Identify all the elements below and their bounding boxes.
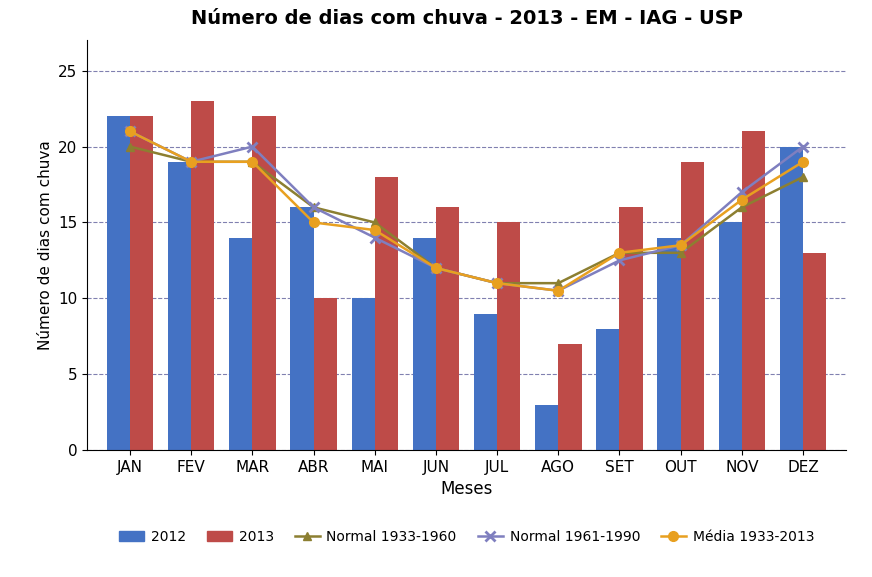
Bar [596,329,619,450]
Bar [130,116,153,450]
Y-axis label: Número de dias com chuva: Número de dias com chuva [37,140,52,350]
Bar [742,132,765,450]
Bar [229,238,252,450]
X-axis label: Meses: Meses [440,480,493,499]
Legend: 2012, 2013, Normal 1933-1960, Normal 1961-1990, Média 1933-2013: 2012, 2013, Normal 1933-1960, Normal 196… [113,524,820,550]
Bar [314,298,337,450]
Bar [535,404,558,450]
Bar [558,344,582,450]
Bar [168,162,191,450]
Bar [351,298,375,450]
Bar [681,162,704,450]
Bar [803,253,827,450]
Bar [719,223,742,450]
Bar [497,223,521,450]
Bar [436,207,460,450]
Bar [780,147,803,450]
Title: Número de dias com chuva - 2013 - EM - IAG - USP: Número de dias com chuva - 2013 - EM - I… [191,9,742,28]
Bar [290,207,314,450]
Bar [473,313,497,450]
Bar [106,116,130,450]
Bar [657,238,681,450]
Bar [191,101,215,450]
Bar [375,177,398,450]
Bar [412,238,436,450]
Bar [252,116,276,450]
Bar [619,207,643,450]
